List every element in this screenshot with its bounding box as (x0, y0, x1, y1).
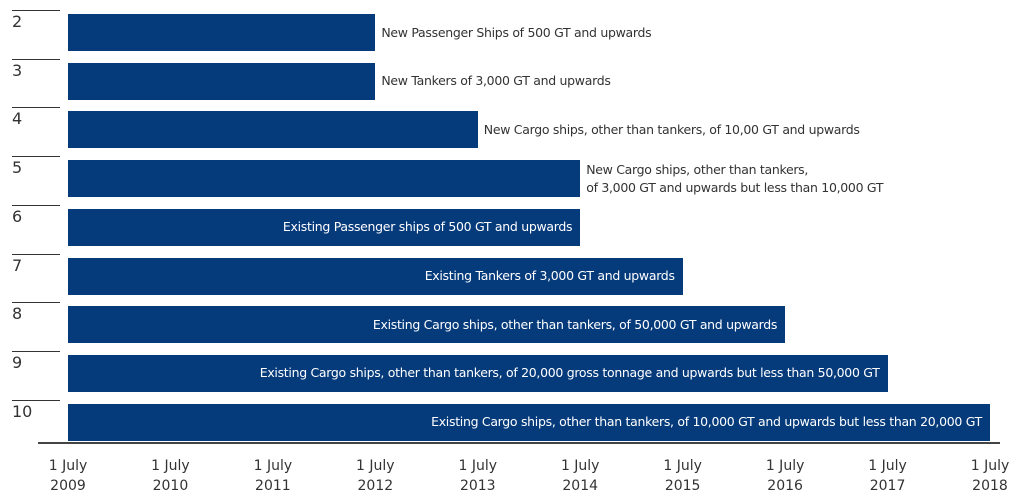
row-number: 7 (12, 253, 60, 275)
bar-label: New Cargo ships, other than tankers, of … (586, 161, 884, 195)
bar-label: Existing Cargo ships, other than tankers… (259, 365, 880, 381)
row-number: 10 (12, 399, 60, 421)
row-number: 3 (12, 58, 60, 80)
bar-label: New Tankers of 3,000 GT and upwards (381, 73, 611, 89)
x-tick-label: 1 July 2016 (765, 458, 805, 494)
x-tick-label: 1 July 2013 (458, 458, 498, 494)
row-number: 4 (12, 107, 60, 128)
bar (68, 160, 581, 198)
x-tick-label: 1 July 2015 (663, 458, 702, 494)
x-axis (38, 442, 1000, 444)
bar (68, 62, 376, 100)
bar-label: Existing Tankers of 3,000 GT and upwards (424, 268, 675, 283)
bar-label: Existing Cargo ships, other than tankers… (431, 414, 982, 430)
bar (68, 354, 888, 392)
row-number: 8 (12, 302, 60, 323)
x-tick-label: 1 July 2011 (253, 458, 293, 494)
bar-label: Existing Passenger ships of 500 GT and u… (282, 219, 573, 235)
bar-label: New Passenger Ships of 500 GT and upward… (381, 24, 652, 40)
x-tick-label: 1 July 2010 (151, 458, 190, 494)
x-tick-label: 1 July 2012 (356, 458, 395, 494)
x-tick-label: 1 July 2018 (970, 458, 1010, 494)
bar (68, 306, 786, 344)
bar-label: New Cargo ships, other than tankers, of … (483, 121, 860, 137)
row-number: 9 (12, 350, 60, 372)
bar (68, 208, 581, 246)
bar (68, 111, 478, 149)
x-tick-label: 1 July 2009 (48, 458, 88, 494)
row-number: 5 (12, 156, 60, 177)
bar (68, 14, 376, 51)
bar (68, 403, 990, 441)
x-tick-label: 1 July 2017 (868, 458, 907, 494)
row-number: 2 (12, 10, 60, 31)
bar (68, 257, 683, 295)
row-number: 6 (12, 204, 60, 226)
x-tick-label: 1 July 2014 (560, 458, 600, 494)
bar-label: Existing Cargo ships, other than tankers… (372, 316, 778, 332)
